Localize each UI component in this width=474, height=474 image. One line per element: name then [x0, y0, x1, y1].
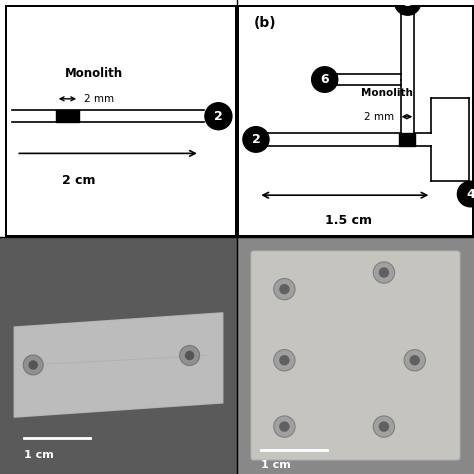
Circle shape	[273, 350, 295, 371]
FancyBboxPatch shape	[251, 251, 460, 460]
Bar	[472, 5, 474, 237]
Text: 1.5 cm: 1.5 cm	[325, 214, 372, 227]
Circle shape	[243, 127, 269, 152]
Text: 2 mm: 2 mm	[364, 112, 394, 122]
Text: Monolith: Monolith	[65, 67, 123, 80]
Bar	[237, 235, 474, 237]
Circle shape	[373, 262, 394, 283]
Circle shape	[273, 279, 295, 300]
Bar	[235, 5, 237, 237]
Circle shape	[373, 416, 394, 437]
Text: 3: 3	[403, 0, 412, 9]
Polygon shape	[14, 313, 223, 417]
Text: (b): (b)	[254, 17, 276, 30]
Circle shape	[379, 267, 389, 278]
Circle shape	[457, 181, 474, 207]
Bar	[399, 133, 415, 146]
Circle shape	[379, 421, 389, 432]
Text: 2 cm: 2 cm	[62, 174, 96, 187]
Text: 2 mm: 2 mm	[84, 94, 114, 104]
Circle shape	[394, 0, 421, 15]
Circle shape	[28, 360, 38, 370]
Text: 6: 6	[320, 73, 329, 86]
Text: Monolith: Monolith	[361, 88, 413, 98]
Circle shape	[205, 103, 232, 130]
Circle shape	[410, 355, 420, 365]
Circle shape	[180, 346, 200, 365]
Circle shape	[279, 421, 290, 432]
Circle shape	[279, 355, 290, 365]
Bar	[56, 110, 79, 122]
Bar	[237, 5, 239, 237]
Circle shape	[311, 67, 337, 92]
Circle shape	[404, 350, 426, 371]
Text: 4: 4	[466, 188, 474, 201]
Text: 2: 2	[252, 133, 260, 146]
Text: 1 cm: 1 cm	[261, 460, 291, 470]
Circle shape	[279, 284, 290, 294]
Bar	[5, 5, 7, 237]
Text: 1 cm: 1 cm	[24, 450, 54, 460]
Bar	[237, 5, 474, 7]
Circle shape	[185, 351, 194, 360]
Bar	[5, 235, 237, 237]
Circle shape	[273, 416, 295, 437]
Text: 2: 2	[214, 109, 223, 123]
Circle shape	[23, 355, 43, 375]
Bar	[5, 5, 237, 7]
